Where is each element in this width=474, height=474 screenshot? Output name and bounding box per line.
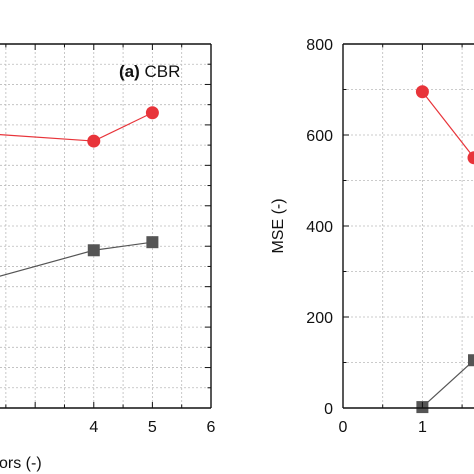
grid-lines-panel-b: [343, 44, 474, 408]
y-tick-label: 800: [306, 37, 333, 54]
axes-panel-b: [342, 43, 474, 409]
data-point-circle: [415, 85, 429, 99]
series-line-1: [0, 112, 153, 142]
series-line-2: [421, 359, 474, 408]
axes-panel-a: [0, 43, 212, 409]
x-tick-label: 5: [148, 419, 157, 436]
chart-panel-mse: 0 1 0 200 400 600 800 MSE (-): [270, 37, 474, 436]
panel-label-text: CBR: [145, 62, 181, 81]
x-tick-label: 4: [89, 419, 98, 436]
panel-label: (a) CBR: [119, 62, 180, 81]
y-tick-label: 600: [306, 128, 333, 145]
panel-label-bold: (a): [119, 62, 140, 81]
data-point-circle: [87, 134, 101, 148]
series-line-1: [421, 91, 474, 159]
data-point-square: [146, 236, 159, 249]
x-axis-title-panel-a: ors (-): [0, 455, 42, 472]
data-point-circle: [145, 106, 159, 120]
grid-lines-panel-a: [0, 44, 211, 408]
data-point-square: [468, 354, 474, 367]
labels-panel-a: 4 5 6: [89, 419, 215, 436]
x-tick-label: 6: [207, 419, 216, 436]
y-tick-label: 0: [324, 401, 333, 418]
x-tick-label: 0: [339, 419, 348, 436]
series-line-2: [0, 241, 153, 277]
series-marks-panel-b: [415, 85, 474, 414]
y-tick-label: 200: [306, 310, 333, 327]
y-tick-label: 400: [306, 219, 333, 236]
y-axis-title-panel-b: MSE (-): [270, 198, 287, 253]
x-tick-label: 1: [418, 419, 427, 436]
chart-panel-cbr: 4 5 6 (a) CBR ors (-): [0, 43, 216, 472]
series-marks-panel-a: [0, 106, 159, 277]
data-point-circle: [467, 151, 474, 165]
labels-panel-b: 0 1 0 200 400 600 800: [306, 37, 427, 436]
data-point-square: [87, 244, 100, 257]
